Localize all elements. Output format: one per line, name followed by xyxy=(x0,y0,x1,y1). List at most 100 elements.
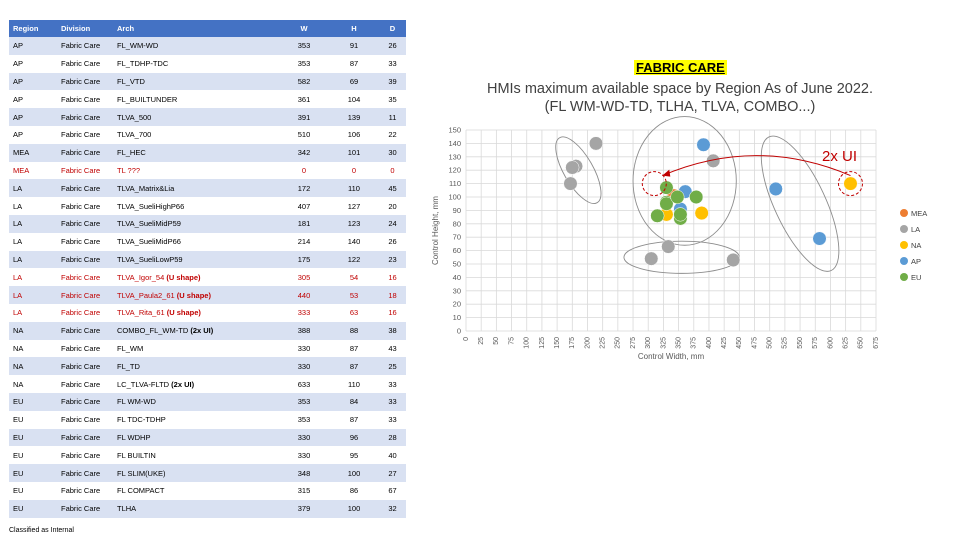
cell-d: 26 xyxy=(379,232,406,251)
cell-division-text: Fabric Care xyxy=(61,343,101,353)
cell-h-text: 91 xyxy=(349,41,359,51)
table-row: LA Fabric Care TLVA_Rita_61 (U shape) 333 63… xyxy=(9,303,406,322)
cell-division: Fabric Care xyxy=(57,410,113,429)
cell-h-text: 122 xyxy=(347,254,361,264)
cell-region: MEA xyxy=(9,143,57,162)
y-tick-label: 60 xyxy=(453,246,461,255)
cell-division-text: Fabric Care xyxy=(61,397,101,407)
cell-w-text: 379 xyxy=(297,504,311,514)
cell-h: 96 xyxy=(329,428,379,447)
x-tick-label: 225 xyxy=(600,337,607,349)
chart-subtitle-line-1: HMIs maximum available space by Region A… xyxy=(486,81,874,97)
cell-region: AP xyxy=(9,108,57,126)
cell-w-text: 342 xyxy=(297,148,311,158)
cell-h: 53 xyxy=(329,286,379,304)
cell-h-text: 127 xyxy=(347,201,361,211)
table-row: AP Fabric Care FL_WM-WD 353 91 26 xyxy=(9,37,406,55)
cell-d: 25 xyxy=(379,357,406,376)
y-axis-title: Control Height, mm xyxy=(431,196,440,265)
cell-arch: LC_TLVA-FLTD (2x UI) xyxy=(113,375,279,393)
legend-swatch xyxy=(900,273,908,281)
cell-h-text: 88 xyxy=(349,326,359,336)
cell-region-text: EU xyxy=(13,450,24,460)
cell-d: 18 xyxy=(379,286,406,304)
cell-region: LA xyxy=(9,286,57,304)
x-tick-label: 250 xyxy=(615,337,622,349)
cell-h-text: 100 xyxy=(347,468,361,478)
cell-w: 361 xyxy=(279,90,329,109)
cell-region: LA xyxy=(9,268,57,287)
x-tick-label: 0 xyxy=(463,337,470,341)
cell-region: LA xyxy=(9,214,57,233)
cell-h: 87 xyxy=(329,410,379,429)
cell-arch-text: TLVA_Rita_61 xyxy=(117,308,165,318)
cell-h-text: 106 xyxy=(347,130,361,140)
cell-arch-suffix: (U shape) xyxy=(174,290,211,300)
y-tick-label: 80 xyxy=(453,219,461,228)
scatter-point-la xyxy=(644,251,659,266)
cell-region-text: MEA xyxy=(13,148,30,158)
chart-legend: MEA LA NA AP EU xyxy=(900,205,927,285)
cluster-ellipse xyxy=(555,136,602,204)
table-row: LA Fabric Care TLVA_SueliHighP66 407 127 20 xyxy=(9,197,406,215)
cell-division: Fabric Care xyxy=(57,464,113,482)
cell-h-text: 95 xyxy=(349,450,359,460)
cell-h-text: 104 xyxy=(347,94,361,104)
cell-region: LA xyxy=(9,179,57,198)
cell-division-text: Fabric Care xyxy=(61,379,101,389)
cell-w: 333 xyxy=(279,303,329,322)
cell-region: EU xyxy=(9,499,57,518)
cell-division-text: Fabric Care xyxy=(61,219,101,229)
cell-division-text: Fabric Care xyxy=(61,112,101,122)
cell-d: 35 xyxy=(379,90,406,109)
cell-d-text: 25 xyxy=(388,361,397,371)
cell-division: Fabric Care xyxy=(57,481,113,500)
cell-w: 582 xyxy=(279,72,329,91)
x-tick-label: 275 xyxy=(630,337,637,349)
cell-w-text: 361 xyxy=(297,94,311,104)
cell-region-text: LA xyxy=(13,183,23,193)
table-row: AP Fabric Care FL_BUILTUNDER 361 104 35 xyxy=(9,90,406,109)
cell-h: 91 xyxy=(329,37,379,55)
cell-d: 33 xyxy=(379,54,406,73)
table-row: LA Fabric Care TLVA_SueliMidP66 214 140 26 xyxy=(9,232,406,251)
cell-division: Fabric Care xyxy=(57,214,113,233)
architecture-table: Region Division Arch W H D AP Fabric Care… xyxy=(9,20,406,518)
y-tick-label: 150 xyxy=(448,126,461,135)
cell-arch: FL TDC-TDHP xyxy=(113,410,279,429)
scatter-point-eu xyxy=(659,180,674,195)
cell-arch-text: FL WDHP xyxy=(117,432,151,442)
legend-item: AP xyxy=(900,253,927,269)
cell-d: 43 xyxy=(379,339,406,358)
cell-region-text: MEA xyxy=(13,165,30,175)
cell-d-text: 26 xyxy=(388,41,397,51)
cell-arch: FL_TDHP-TDC xyxy=(113,54,279,73)
cell-arch: TLVA_Paula2_61 (U shape) xyxy=(113,286,279,304)
cell-arch: TLVA_Igor_54 (U shape) xyxy=(113,268,279,287)
cell-arch-text: FL COMPACT xyxy=(117,486,165,496)
x-tick-label: 675 xyxy=(873,337,880,349)
scatter-point-eu xyxy=(689,189,704,205)
cell-w: 391 xyxy=(279,108,329,126)
cell-division-text: Fabric Care xyxy=(61,468,101,478)
cell-d: 22 xyxy=(379,125,406,144)
cell-w-text: 333 xyxy=(297,308,311,318)
cell-h-text: 63 xyxy=(349,308,359,318)
cell-d-text: 26 xyxy=(388,237,397,247)
cell-w-text: 330 xyxy=(297,361,311,371)
x-tick-label: 525 xyxy=(782,337,789,349)
cell-d-text: 43 xyxy=(388,343,397,353)
cell-d: 32 xyxy=(379,499,406,518)
classification-note: Classified as Internal xyxy=(9,527,74,534)
cell-region: EU xyxy=(9,392,57,411)
cell-arch: FL_WM-WD xyxy=(113,37,279,55)
cell-d-text: 20 xyxy=(388,201,397,211)
scatter-point-ap xyxy=(812,231,827,246)
legend-item: MEA xyxy=(900,205,927,221)
cell-h: 139 xyxy=(329,108,379,126)
x-tick-label: 150 xyxy=(554,337,561,349)
cell-d: 67 xyxy=(379,481,406,500)
legend-swatch xyxy=(900,209,908,217)
cell-h: 63 xyxy=(329,303,379,322)
cell-w-text: 175 xyxy=(297,254,311,264)
